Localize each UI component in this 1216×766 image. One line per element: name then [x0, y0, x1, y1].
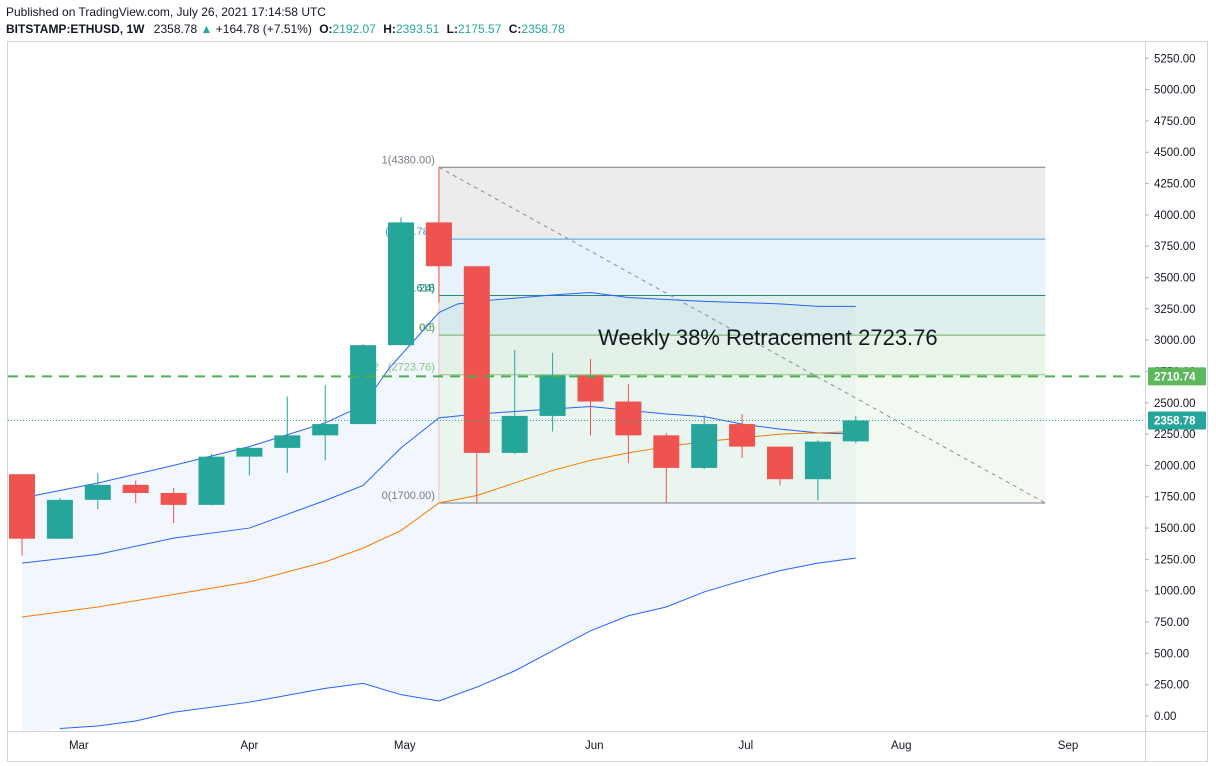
low-value: 2175.57 [458, 22, 502, 36]
retracement-price-tag-bg [1148, 367, 1206, 386]
candle-body [388, 222, 414, 346]
retracement-price-tag: 2710.74 [1154, 371, 1196, 383]
y-tick-label: 3250.00 [1154, 304, 1196, 316]
low-label: L: [446, 22, 458, 36]
candle-body [9, 474, 35, 539]
fib-zone-1 [438, 167, 1046, 240]
fib-zone-0.5 [438, 335, 1046, 375]
change-arrow-icon: ▲ [200, 22, 213, 36]
candle-body [501, 415, 528, 453]
open-value: 2192.07 [332, 22, 376, 36]
fib-level-label-0.382: (2723.76) [388, 362, 435, 374]
y-tick-label: 4250.00 [1154, 179, 1196, 191]
candle-body [84, 484, 111, 500]
y-tick-label: 4500.00 [1154, 147, 1196, 159]
candle-body [274, 435, 301, 448]
published-caption: Published on TradingView.com, July 26, 2… [6, 5, 326, 19]
plot-border [7, 41, 1208, 762]
y-tick-label: 500.00 [1154, 648, 1189, 660]
y-tick-label: 0.00 [1154, 711, 1176, 723]
candle-body [312, 424, 339, 436]
candle-body [653, 435, 680, 468]
fib-level-label-0: 0(1700.00) [382, 490, 435, 502]
last-price-tag-bg [1148, 411, 1206, 430]
x-tick-label: Apr [240, 740, 258, 752]
x-tick-label: May [394, 740, 416, 752]
y-tick-label: 2250.00 [1154, 429, 1196, 441]
close-label: C: [508, 22, 522, 36]
y-tick-label: 3500.00 [1154, 273, 1196, 285]
candle-body [615, 401, 642, 436]
x-tick-label: Jun [585, 740, 604, 752]
y-tick-label: 250.00 [1154, 680, 1189, 692]
candle-body [198, 456, 225, 505]
fib-level-label-0.618: 0.618 [407, 283, 435, 295]
x-tick-label: Aug [891, 740, 911, 752]
y-tick-label: 1500.00 [1154, 523, 1196, 535]
fib-trend-line [438, 166, 1046, 504]
fib-zone-0.786 [438, 239, 1046, 296]
symbol-name[interactable]: BITSTAMP:ETHUSD, 1W [6, 22, 145, 36]
candle-body [804, 441, 831, 480]
fib-level-label-1: 1(4380.00) [382, 154, 435, 166]
high-value: 2393.51 [395, 22, 440, 36]
y-tick-label: 5000.00 [1154, 85, 1196, 97]
y-tick-label: 2500.00 [1154, 398, 1196, 410]
fib-partial-label: ( [385, 226, 389, 238]
candle-body [842, 420, 869, 442]
candle-body [425, 222, 452, 267]
candle-body [350, 345, 377, 425]
y-tick-label: 3000.00 [1154, 335, 1196, 347]
last-price: 2358.78 [153, 22, 198, 36]
bollinger-lower-line [59, 557, 856, 729]
bollinger-band-fill [22, 292, 856, 731]
candle-body [767, 446, 793, 480]
annotation-text: Weekly 38% Retracement 2723.76 [598, 325, 938, 350]
candle-body [729, 424, 756, 447]
y-tick-label: 4750.00 [1154, 116, 1196, 128]
y-tick-label: 3750.00 [1154, 241, 1196, 253]
y-tick-label: 1750.00 [1154, 492, 1196, 504]
candle-body [46, 499, 73, 539]
close-value: 2358.78 [521, 22, 565, 36]
x-tick-label: Jul [739, 740, 754, 752]
fib-level-label-0.5: 0.5 [420, 322, 435, 334]
x-tick-label: Mar [69, 740, 89, 752]
y-tick-label: 4000.00 [1154, 210, 1196, 222]
y-tick-label: 750.00 [1154, 617, 1189, 629]
symbol-info-bar: BITSTAMP:ETHUSD, 1W 2358.78 ▲ +164.78 (+… [6, 22, 565, 36]
price-change: +164.78 (+7.51%) [215, 22, 312, 36]
high-label: H: [383, 22, 396, 36]
candle-body [160, 492, 187, 505]
last-price-tag: 2358.78 [1154, 415, 1196, 427]
candle-body [463, 266, 490, 453]
x-tick-label: Sep [1058, 740, 1078, 752]
candle-body [577, 375, 604, 402]
candle-body [539, 375, 566, 416]
fib-partial-label: 24) [419, 283, 435, 295]
candle-body [122, 484, 149, 493]
y-tick-label: 1000.00 [1154, 586, 1196, 598]
y-tick-label: 1250.00 [1154, 554, 1196, 566]
y-tick-label: 5250.00 [1154, 53, 1196, 65]
y-tick-label: 2000.00 [1154, 460, 1196, 472]
open-label: O: [319, 22, 333, 36]
candle-body [691, 424, 718, 468]
candle-body [236, 447, 263, 457]
